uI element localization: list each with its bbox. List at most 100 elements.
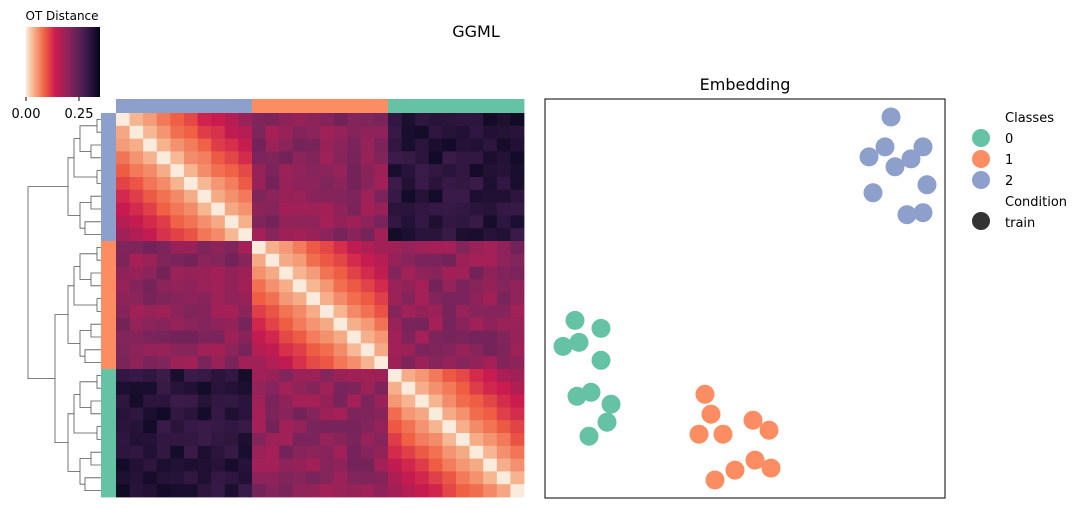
heatmap-cell	[483, 458, 498, 472]
scatter-point-class-2	[913, 203, 933, 223]
heatmap-cell	[388, 445, 402, 459]
heatmap-cell	[238, 138, 253, 152]
heatmap-cell	[156, 407, 171, 421]
heatmap-cell	[279, 202, 294, 216]
heatmap-cell	[320, 279, 334, 293]
heatmap-cell	[469, 317, 484, 331]
heatmap-cell	[360, 138, 375, 152]
heatmap-cell	[129, 189, 144, 203]
heatmap-cell	[211, 177, 226, 191]
heatmap-cell	[496, 177, 511, 191]
heatmap-cell	[116, 177, 130, 191]
heatmap-cell	[469, 228, 484, 242]
heatmap-cell	[116, 228, 130, 242]
heatmap-cell	[224, 471, 239, 485]
heatmap-cell	[415, 125, 430, 139]
heatmap-cell	[156, 484, 171, 498]
heatmap-cell	[401, 228, 416, 242]
heatmap-cell	[238, 484, 253, 498]
heatmap-cell	[510, 471, 525, 485]
heatmap-cell	[483, 433, 498, 447]
legend-marker-class-1	[972, 150, 990, 168]
heatmap-cell	[252, 151, 266, 165]
heatmap-cell	[360, 113, 375, 127]
scatter-point-class-0	[591, 350, 611, 370]
heatmap-cell	[469, 215, 484, 229]
heatmap-cell	[292, 202, 307, 216]
heatmap-cell	[279, 394, 294, 408]
heatmap-cell	[265, 177, 280, 191]
heatmap-cell	[224, 279, 239, 293]
heatmap-cell	[292, 407, 307, 421]
heatmap-cell	[211, 215, 226, 229]
heatmap-cell	[415, 241, 430, 255]
heatmap-cell	[143, 177, 158, 191]
heatmap-cell	[333, 125, 348, 139]
heatmap-cell	[483, 279, 498, 293]
heatmap-cell	[496, 253, 511, 267]
heatmap-cell	[143, 241, 158, 255]
heatmap-cell	[360, 356, 375, 370]
heatmap-cell	[143, 189, 158, 203]
heatmap-cell	[510, 189, 525, 203]
heatmap-cell	[252, 433, 266, 447]
heatmap-cell	[401, 138, 416, 152]
heatmap-cell	[279, 177, 294, 191]
heatmap-cell	[415, 164, 430, 178]
heatmap-cell	[116, 279, 130, 293]
heatmap-cell	[496, 433, 511, 447]
heatmap-cell	[265, 292, 280, 306]
heatmap-cell	[143, 420, 158, 434]
heatmap-cell	[238, 356, 253, 370]
heatmap-cell	[211, 279, 226, 293]
heatmap-cell	[428, 381, 443, 395]
heatmap-cell	[292, 177, 307, 191]
heatmap-cell	[320, 407, 334, 421]
heatmap-cell	[347, 228, 362, 242]
heatmap-cell	[469, 381, 484, 395]
heatmap-cell	[306, 445, 321, 459]
heatmap-cell	[306, 343, 321, 357]
heatmap-cell	[143, 125, 158, 139]
heatmap-cell	[279, 433, 294, 447]
heatmap-cell	[374, 125, 389, 139]
heatmap-cell	[238, 177, 253, 191]
heatmap-cell	[401, 189, 416, 203]
heatmap-cell	[129, 279, 144, 293]
heatmap-cell	[143, 266, 158, 280]
heatmap-cell	[211, 330, 226, 344]
heatmap-cell	[428, 241, 443, 255]
heatmap-cell	[156, 317, 171, 331]
heatmap-cell	[510, 369, 525, 383]
heatmap-cell	[156, 151, 171, 165]
heatmap-cell	[197, 228, 212, 242]
heatmap-cell	[224, 381, 239, 395]
scatter-point-class-1	[705, 470, 725, 490]
heatmap-cell	[428, 177, 443, 191]
heatmap-cell	[252, 228, 266, 242]
heatmap-cell	[306, 292, 321, 306]
heatmap-cell	[184, 330, 198, 344]
heatmap-cell	[184, 151, 198, 165]
heatmap-cell	[306, 317, 321, 331]
heatmap-cell	[388, 381, 402, 395]
heatmap-cell	[333, 292, 348, 306]
heatmap-cell	[265, 407, 280, 421]
heatmap-cell	[374, 394, 389, 408]
heatmap-cell	[469, 305, 484, 319]
heatmap-cell	[401, 394, 416, 408]
heatmap-cell	[442, 420, 457, 434]
heatmap-cell	[347, 164, 362, 178]
heatmap-cell	[197, 381, 212, 395]
heatmap-cell	[333, 279, 348, 293]
heatmap-cell	[442, 151, 457, 165]
heatmap-cell	[156, 253, 171, 267]
heatmap-cell	[415, 292, 430, 306]
dendrogram-link	[90, 272, 101, 287]
heatmap-cell	[265, 484, 280, 498]
heatmap-cell	[129, 317, 144, 331]
heatmap-cell	[170, 305, 185, 319]
heatmap-cell	[320, 189, 334, 203]
heatmap-cell	[360, 305, 375, 319]
heatmap-cell	[129, 241, 144, 255]
